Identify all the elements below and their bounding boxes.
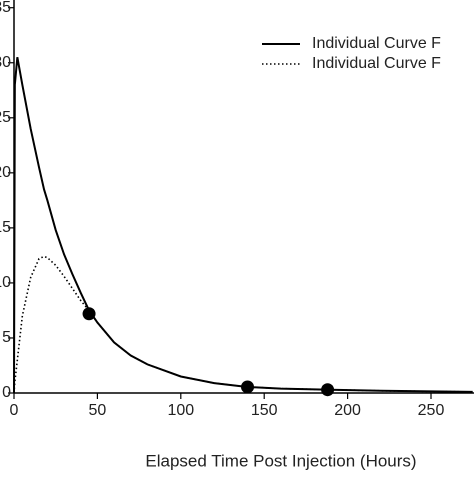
x-tick-label: 250 [418, 402, 445, 419]
x-tick-label: 200 [334, 402, 361, 419]
y-tick-label: 35 [0, 0, 11, 16]
y-tick-label: 0 [2, 384, 11, 401]
x-tick-label: 0 [10, 402, 19, 419]
series-line [13, 57, 473, 394]
series-line [13, 255, 473, 394]
y-tick-label: 5 [2, 329, 11, 346]
y-tick-label: 15 [0, 219, 11, 236]
y-tick-label: 10 [0, 274, 11, 291]
data-point [321, 383, 335, 397]
x-tick-label: 50 [89, 402, 107, 419]
x-tick-label: 150 [251, 402, 278, 419]
data-point [241, 380, 255, 394]
x-axis-title: Elapsed Time Post Injection (Hours) [145, 451, 416, 470]
data-point [82, 307, 96, 321]
x-tick-label: 100 [167, 402, 194, 419]
y-tick-label: 20 [0, 164, 11, 181]
legend-label: Individual Curve F [312, 55, 441, 72]
legend-label: Individual Curve F [312, 35, 441, 52]
y-tick-label: 30 [0, 54, 11, 71]
y-tick-label: 25 [0, 109, 11, 126]
